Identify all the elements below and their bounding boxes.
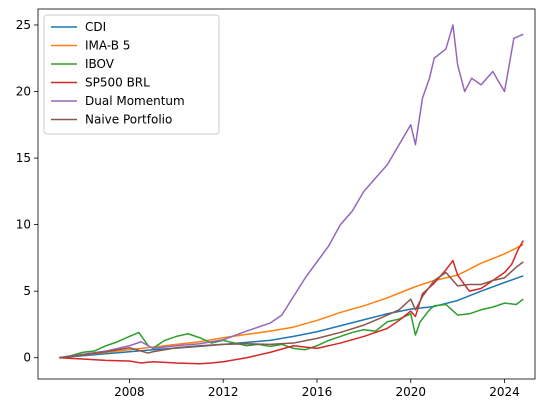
series-line-5 bbox=[59, 261, 524, 359]
legend-label-4: Dual Momentum bbox=[85, 94, 185, 108]
y-tick-label-5: 25 bbox=[16, 18, 31, 32]
plot-frame bbox=[37, 8, 536, 380]
legend-label-3: SP500 BRL bbox=[85, 76, 150, 90]
legend-label-5: Naive Portfolio bbox=[85, 113, 172, 127]
x-axis: 2008 2012 2016 2020 2024 bbox=[114, 379, 520, 399]
legend: CDI IMA-B 5 IBOV SP500 BRL Dual Momentum Naiv… bbox=[43, 14, 220, 135]
x-tick-label-3: 2020 bbox=[395, 385, 426, 399]
y-tick-label-0: 0 bbox=[23, 351, 31, 365]
legend-label-0: CDI bbox=[85, 20, 106, 34]
series-line-3 bbox=[59, 240, 524, 365]
series-line-0 bbox=[59, 275, 524, 359]
series-line-1 bbox=[59, 243, 524, 359]
x-tick-label-0: 2008 bbox=[114, 385, 145, 399]
y-tick-label-3: 15 bbox=[16, 151, 31, 165]
x-tick-label-4: 2024 bbox=[489, 385, 520, 399]
series-line-4 bbox=[58, 24, 524, 359]
y-tick-label-4: 20 bbox=[16, 85, 31, 99]
x-tick-label-1: 2012 bbox=[208, 385, 239, 399]
y-tick-label-2: 10 bbox=[16, 218, 31, 232]
legend-label-1: IMA-B 5 bbox=[85, 39, 130, 53]
legend-box bbox=[43, 14, 220, 135]
y-axis: 0 5 10 15 20 25 bbox=[16, 18, 38, 365]
legend-label-2: IBOV bbox=[85, 57, 115, 71]
series-layer bbox=[58, 24, 524, 365]
y-tick-label-1: 5 bbox=[23, 284, 31, 298]
x-tick-label-2: 2016 bbox=[302, 385, 333, 399]
series-line-2 bbox=[58, 298, 524, 359]
